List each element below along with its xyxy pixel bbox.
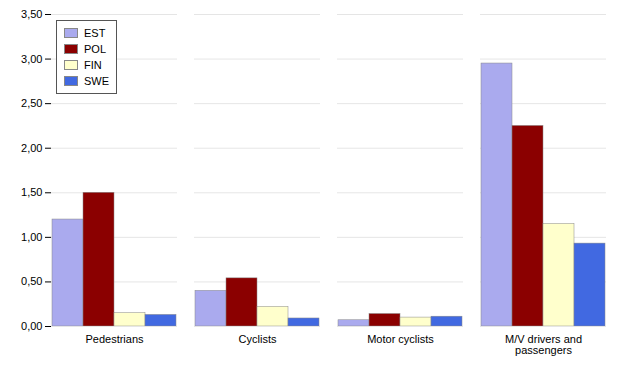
svg-text:3,50: 3,50 xyxy=(21,8,42,20)
svg-text:0,50: 0,50 xyxy=(21,275,42,287)
svg-text:Motor cyclists: Motor cyclists xyxy=(367,333,434,345)
html-text:SWE: SWE xyxy=(84,75,110,87)
svg-text:Cyclists: Cyclists xyxy=(239,333,277,345)
html-text:POL: POL xyxy=(84,43,106,55)
svg-text:M/V drivers andpassengers: M/V drivers andpassengers xyxy=(505,333,582,356)
html-text:FIN: FIN xyxy=(84,59,102,71)
svg-text:3,00: 3,00 xyxy=(21,53,42,65)
svg-text:2,00: 2,00 xyxy=(21,142,42,154)
svg-text:1,50: 1,50 xyxy=(21,186,42,198)
svg-text:0,00: 0,00 xyxy=(21,320,42,332)
html-text:EST: EST xyxy=(84,27,106,39)
svg-text:Pedestrians: Pedestrians xyxy=(85,333,144,345)
svg-text:1,00: 1,00 xyxy=(21,231,42,243)
svg-text:2,50: 2,50 xyxy=(21,97,42,109)
